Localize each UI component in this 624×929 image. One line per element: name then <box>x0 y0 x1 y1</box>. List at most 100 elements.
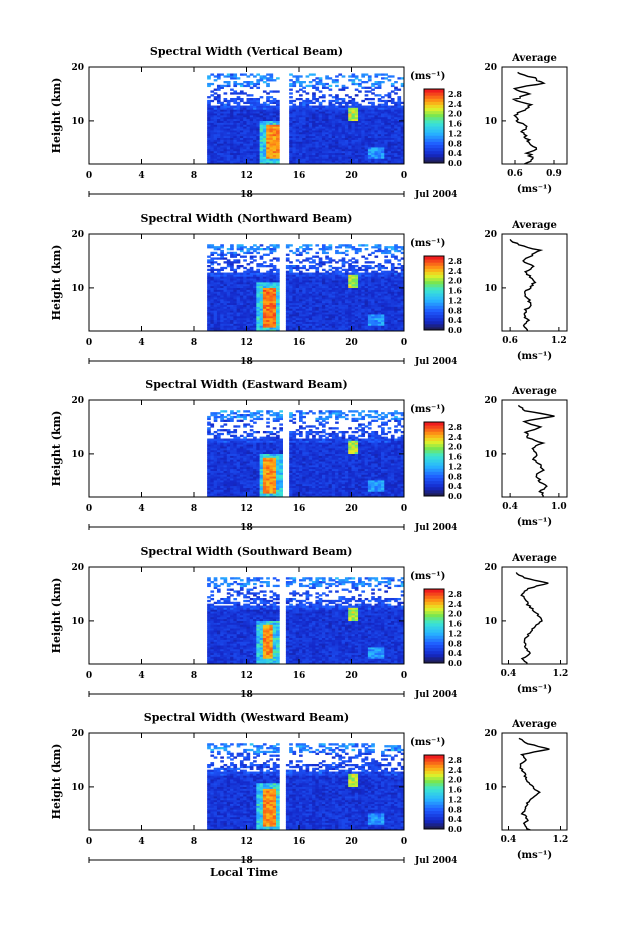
heatmap-cell <box>233 485 238 488</box>
heatmap-cell <box>361 109 366 112</box>
heatmap-cell <box>253 145 257 148</box>
heatmap-cell <box>233 478 238 481</box>
heatmap-cell <box>292 128 297 131</box>
heatmap-cell <box>331 276 336 279</box>
heatmap-cell <box>341 306 346 309</box>
heatmap-cell <box>253 281 257 285</box>
heatmap-cell <box>361 124 366 127</box>
heatmap-cell <box>390 128 395 131</box>
heatmap-cell <box>384 101 388 105</box>
heatmap-cell <box>216 274 221 277</box>
heatmap-cell <box>299 82 303 86</box>
heatmap-cell <box>299 131 303 135</box>
heatmap-cell <box>266 152 270 155</box>
heatmap-cell <box>377 124 382 127</box>
heatmap-cell <box>210 251 215 255</box>
heatmap-cell <box>213 451 218 455</box>
heatmap-cell <box>302 264 306 268</box>
heatmap-cell <box>220 487 224 490</box>
heatmap-cell <box>358 248 362 251</box>
heatmap-cell <box>266 130 270 133</box>
heatmap-cell <box>315 97 320 101</box>
heatmap-cell <box>397 88 402 91</box>
heatmap-cell <box>226 278 231 281</box>
heatmap-cell <box>249 154 254 157</box>
heatmap-cell <box>308 141 313 144</box>
heatmap-cell <box>312 329 316 332</box>
heatmap-cell <box>387 94 392 97</box>
heatmap-cell <box>384 107 388 110</box>
heatmap-cell <box>239 154 244 157</box>
heatmap-cell <box>233 315 238 319</box>
heatmap-cell <box>259 156 264 159</box>
heatmap-cell <box>361 122 366 125</box>
heatmap-cell <box>331 319 336 322</box>
heatmap-cell <box>220 160 224 163</box>
heatmap-cell <box>394 137 398 140</box>
heatmap-cell <box>331 280 336 283</box>
heatmap-cell <box>243 483 247 487</box>
heatmap-cell <box>213 412 218 415</box>
heatmap-cell <box>272 131 277 135</box>
heatmap-cell <box>377 81 382 84</box>
heatmap-cell <box>226 327 231 330</box>
heatmap-cell <box>302 329 306 332</box>
heatmap-cell <box>230 417 234 421</box>
heatmap-cell <box>289 300 293 304</box>
heatmap-cell <box>236 77 241 80</box>
heatmap-cell <box>338 244 343 247</box>
heatmap-cell <box>308 266 313 270</box>
heatmap-cell <box>305 297 310 300</box>
heatmap-cell <box>367 325 372 328</box>
heatmap-cell <box>325 289 329 292</box>
heatmap-cell <box>302 105 306 108</box>
heatmap-cell <box>299 114 303 118</box>
heatmap-cell <box>361 156 366 159</box>
heatmap-cell <box>223 75 228 78</box>
heatmap-cell <box>239 295 244 298</box>
heatmap-cell <box>390 289 395 292</box>
heatmap-cell <box>246 283 251 287</box>
heatmap-cell <box>262 264 267 268</box>
heatmap-cell <box>308 329 313 332</box>
heatmap-cell <box>233 287 238 290</box>
heatmap-cell <box>239 308 244 311</box>
heatmap-cell <box>272 120 277 123</box>
heatmap-cell <box>207 476 211 479</box>
heatmap-cell <box>269 259 274 262</box>
heatmap-cell <box>295 306 300 309</box>
heatmap-cell <box>246 154 251 157</box>
heatmap-cell <box>262 162 267 165</box>
heatmap-cell <box>256 251 261 255</box>
heatmap-cell <box>230 253 234 256</box>
heatmap-cell <box>344 298 349 302</box>
heatmap-cell <box>374 162 379 165</box>
heatmap-cell <box>358 160 362 163</box>
heatmap-cell <box>289 152 293 155</box>
heatmap-cell <box>341 150 346 154</box>
heatmap-cell <box>377 248 382 251</box>
heatmap-cell <box>397 120 402 123</box>
heatmap-cell <box>249 321 254 324</box>
heatmap-cell <box>230 158 234 161</box>
heatmap-cell <box>305 130 310 133</box>
heatmap-cell <box>367 312 372 315</box>
heatmap-cell <box>299 280 303 283</box>
heatmap-cell <box>236 436 241 439</box>
heatmap-cell <box>364 257 369 260</box>
heatmap-cell <box>213 493 218 496</box>
heatmap-cell <box>397 297 402 300</box>
heatmap-cell <box>299 302 303 305</box>
heatmap-cell <box>213 453 218 456</box>
heatmap-cell <box>216 314 221 317</box>
heatmap-cell <box>338 130 343 133</box>
heatmap-cell <box>328 156 333 159</box>
heatmap-cell <box>216 278 221 281</box>
heatmap-cell <box>239 160 244 163</box>
heatmap-cell <box>315 130 320 133</box>
heatmap-cell <box>390 135 395 138</box>
heatmap-cell <box>285 264 290 268</box>
heatmap-cell <box>272 315 277 319</box>
heatmap-cell <box>390 99 395 103</box>
heatmap-cell <box>239 459 244 462</box>
